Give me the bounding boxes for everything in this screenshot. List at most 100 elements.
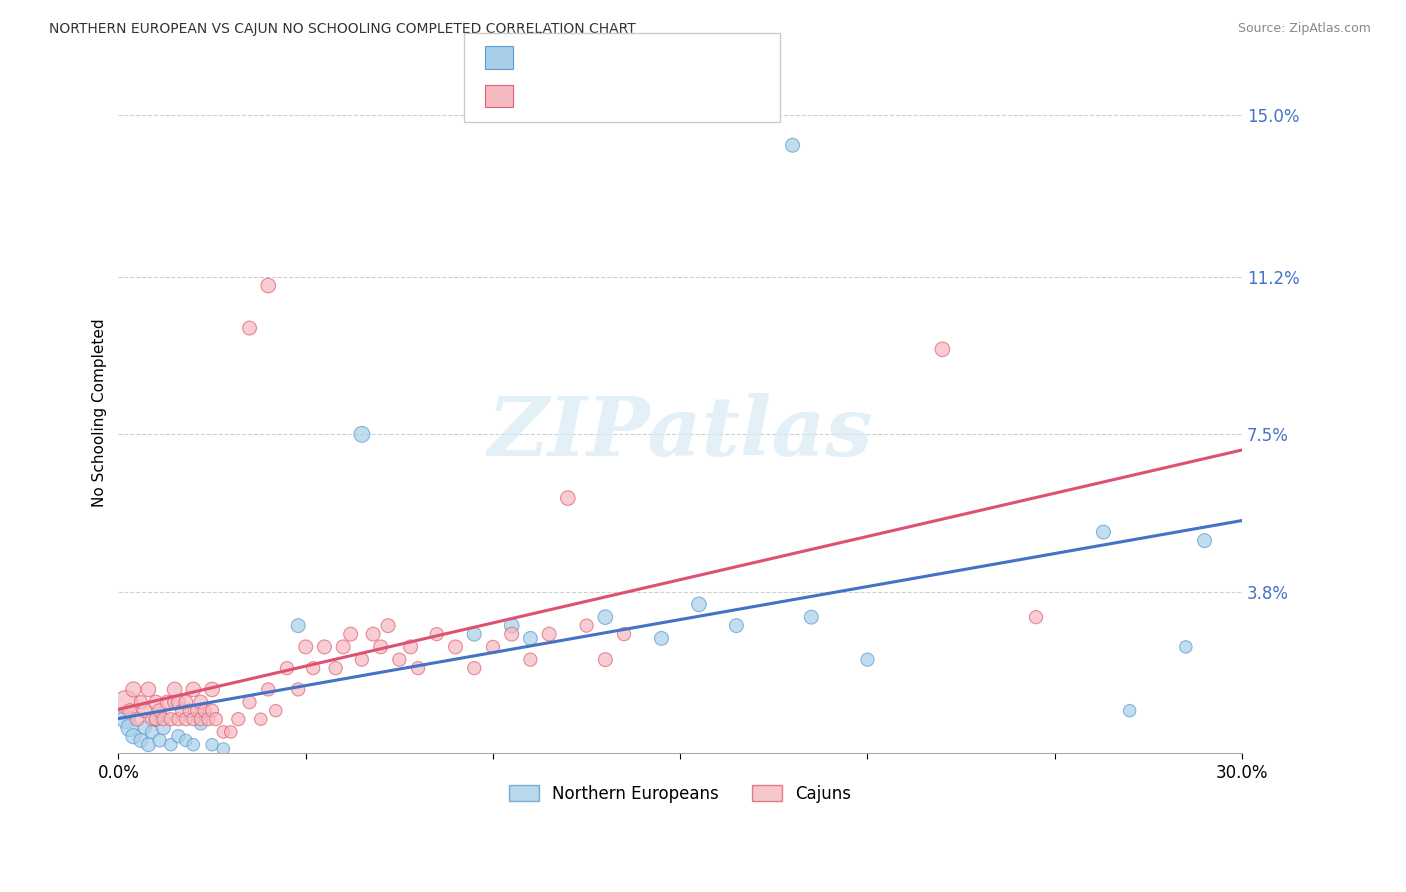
- Point: [1118, 704, 1140, 718]
- Point: [399, 640, 422, 654]
- Point: [118, 721, 141, 735]
- Point: [134, 721, 156, 735]
- Point: [501, 618, 523, 632]
- Point: [339, 627, 361, 641]
- Point: [426, 627, 449, 641]
- Point: [519, 632, 541, 646]
- Point: [238, 321, 260, 335]
- Text: R =: R =: [524, 45, 561, 62]
- Point: [482, 640, 505, 654]
- Point: [204, 712, 226, 726]
- Point: [287, 682, 309, 697]
- Point: [149, 733, 172, 747]
- Point: [190, 716, 212, 731]
- Point: [129, 733, 152, 747]
- Point: [172, 704, 194, 718]
- Point: [141, 712, 163, 726]
- Point: [350, 427, 373, 442]
- Point: [167, 712, 190, 726]
- Point: [361, 627, 384, 641]
- Point: [129, 695, 152, 709]
- Point: [194, 704, 217, 718]
- Point: [122, 729, 145, 743]
- Point: [575, 618, 598, 632]
- Point: [444, 640, 467, 654]
- Point: [174, 695, 197, 709]
- Point: [538, 627, 561, 641]
- Point: [1025, 610, 1047, 624]
- Point: [800, 610, 823, 624]
- Point: [613, 627, 636, 641]
- Point: [264, 704, 287, 718]
- Point: [226, 712, 249, 726]
- Point: [174, 733, 197, 747]
- Point: [141, 725, 163, 739]
- Point: [557, 491, 579, 505]
- Point: [931, 343, 953, 357]
- Point: [167, 695, 190, 709]
- Point: [238, 695, 260, 709]
- Point: [332, 640, 354, 654]
- Text: 0.431: 0.431: [555, 82, 607, 100]
- Point: [179, 704, 201, 718]
- Point: [152, 721, 174, 735]
- Text: ZIPatlas: ZIPatlas: [488, 393, 873, 474]
- Point: [197, 712, 219, 726]
- Point: [406, 661, 429, 675]
- Point: [201, 682, 224, 697]
- Point: [201, 704, 224, 718]
- Point: [725, 618, 748, 632]
- Point: [127, 712, 149, 726]
- Point: [115, 695, 138, 709]
- Point: [1174, 640, 1197, 654]
- Point: [219, 725, 242, 739]
- Text: NORTHERN EUROPEAN VS CAJUN NO SCHOOLING COMPLETED CORRELATION CHART: NORTHERN EUROPEAN VS CAJUN NO SCHOOLING …: [49, 22, 636, 37]
- Point: [463, 627, 485, 641]
- Point: [212, 742, 235, 756]
- Point: [190, 712, 212, 726]
- Point: [595, 610, 617, 624]
- Point: [501, 627, 523, 641]
- Point: [650, 632, 672, 646]
- Point: [1092, 525, 1115, 540]
- Point: [688, 598, 710, 612]
- Point: [138, 738, 160, 752]
- Text: 68: 68: [651, 82, 673, 100]
- Point: [134, 704, 156, 718]
- Point: [325, 661, 347, 675]
- Point: [1194, 533, 1216, 548]
- Point: [118, 704, 141, 718]
- Point: [370, 640, 392, 654]
- Text: Source: ZipAtlas.com: Source: ZipAtlas.com: [1237, 22, 1371, 36]
- Point: [145, 712, 167, 726]
- Point: [163, 695, 186, 709]
- Point: [190, 695, 212, 709]
- Point: [156, 695, 179, 709]
- Legend: Northern Europeans, Cajuns: Northern Europeans, Cajuns: [502, 778, 858, 809]
- Point: [183, 738, 205, 752]
- Point: [186, 704, 208, 718]
- Point: [149, 704, 172, 718]
- Point: [167, 729, 190, 743]
- Point: [595, 653, 617, 667]
- Point: [388, 653, 411, 667]
- Point: [276, 661, 298, 675]
- Point: [152, 712, 174, 726]
- Point: [257, 278, 280, 293]
- Point: [174, 712, 197, 726]
- Text: 0.348: 0.348: [555, 45, 607, 62]
- Point: [856, 653, 879, 667]
- Point: [463, 661, 485, 675]
- Text: N =: N =: [605, 82, 652, 100]
- Point: [145, 712, 167, 726]
- Point: [145, 695, 167, 709]
- Text: R =: R =: [524, 82, 561, 100]
- Point: [294, 640, 316, 654]
- Point: [782, 138, 804, 153]
- Point: [314, 640, 336, 654]
- Text: N =: N =: [605, 45, 652, 62]
- Point: [160, 738, 183, 752]
- Point: [160, 712, 183, 726]
- Point: [183, 712, 205, 726]
- Point: [122, 682, 145, 697]
